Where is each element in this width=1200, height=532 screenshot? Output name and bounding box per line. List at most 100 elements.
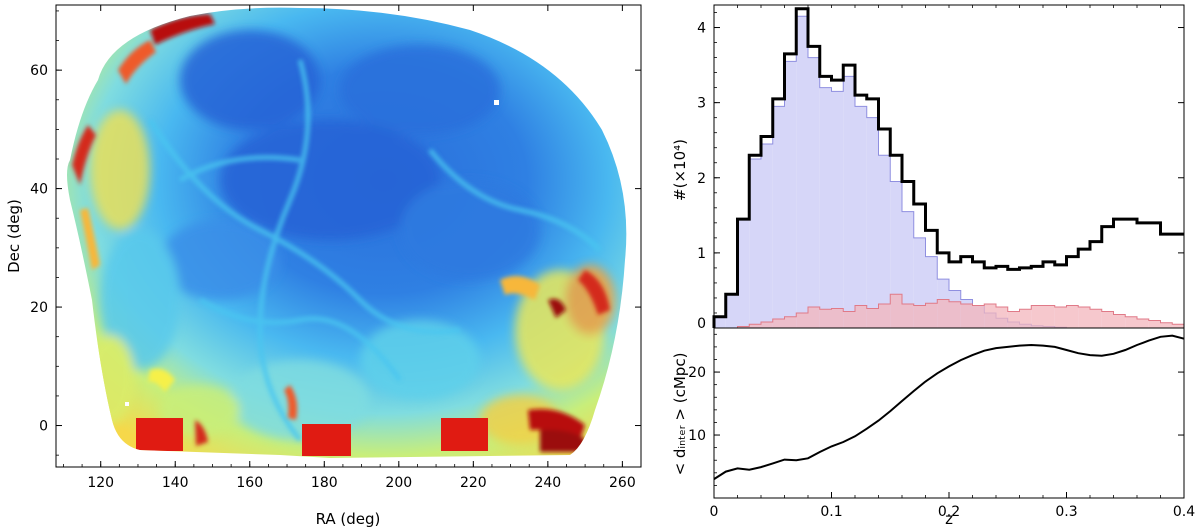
- blue-hist-bar: [902, 211, 914, 328]
- mean-separation-line: [713, 334, 1185, 480]
- blue-hist-bar: [890, 181, 902, 328]
- sky-map-x-axis: 120 140 160 180 200 220 240 260: [63, 5, 636, 491]
- blue-hist-bar: [843, 76, 855, 328]
- separation-panel: 0 0.1 0.2 0.3 0.4 10 20 z < dᵢₙₜₑᵣ > (cMpc): [671, 327, 1195, 528]
- red-hist-bar: [1090, 309, 1102, 328]
- red-hist-bar: [1007, 311, 1020, 328]
- sep-x-tick-label: 0.4: [1173, 504, 1195, 520]
- red-hist-bar: [996, 306, 1008, 328]
- sky-map-y-axis: 0 20 40 60: [30, 10, 641, 456]
- sky-y-tick-label: 0: [39, 419, 48, 435]
- density-heatmap: [67, 7, 627, 459]
- sky-x-tick-label: 140: [162, 475, 189, 491]
- red-hist-bar: [1043, 305, 1055, 328]
- sky-x-tick-label: 260: [609, 475, 636, 491]
- high-density-block-ra135: [136, 418, 183, 451]
- blue-hist-bar: [749, 158, 761, 328]
- red-hist-bar: [1019, 309, 1032, 328]
- sky-x-tick-label: 220: [460, 475, 487, 491]
- red-hist-bar: [890, 294, 902, 328]
- blue-hist-bar: [855, 106, 867, 328]
- sep-x-tick-label: 0.3: [1055, 504, 1077, 520]
- red-hist-bar: [1031, 305, 1043, 328]
- sky-y-tick-label: 20: [30, 300, 48, 316]
- sky-y-tick-label: 60: [30, 63, 48, 79]
- red-hist-bar: [855, 305, 867, 328]
- separation-y-label: < dᵢₙₜₑᵣ > (cMpc): [671, 353, 689, 476]
- histogram-panel: 0 1 2 3 4 #(×10⁴): [671, 4, 1185, 332]
- sky-map-x-label: RA (deg): [316, 510, 381, 528]
- sep-y-tick-label: 20: [688, 365, 706, 381]
- blue-hist-bar: [831, 91, 844, 328]
- hist-y-tick-label: 3: [697, 96, 706, 112]
- sky-x-tick-label: 240: [534, 475, 561, 491]
- sep-x-tick-label: 0: [710, 504, 719, 520]
- hist-y-tick-label: 0: [697, 316, 706, 332]
- hist-y-tick-label: 1: [697, 246, 706, 262]
- red-hist-bar: [749, 324, 761, 328]
- red-hist-bar: [913, 305, 926, 328]
- red-hist-bar: [843, 311, 855, 328]
- sky-map-y-label: Dec (deg): [5, 199, 23, 273]
- red-hist-bar: [984, 303, 996, 328]
- red-hist-bar: [960, 303, 973, 328]
- red-hist-bar: [808, 306, 820, 328]
- blue-hist-bar: [784, 61, 797, 328]
- red-hist-bar: [1125, 316, 1137, 328]
- hist-outline: [714, 293, 1184, 329]
- red-hist-bar: [1054, 306, 1067, 328]
- red-hist-bar: [1160, 322, 1173, 328]
- separation-curve: [713, 334, 1185, 480]
- blue-hist-bar: [819, 87, 832, 329]
- sky-map-panel: 120 140 160 180 200 220 240 260 0 20 40 60 RA (deg…: [5, 4, 642, 528]
- red-hist-bar: [784, 316, 797, 328]
- blue-hist-bar: [878, 155, 891, 328]
- blue-hist-bar: [913, 237, 926, 328]
- blue-hist-bar: [866, 117, 879, 329]
- red-hist-bar: [831, 308, 844, 328]
- red-hist-bar: [796, 312, 808, 328]
- hist-y-tick-label: 4: [697, 21, 706, 37]
- red-hist-bar: [925, 303, 938, 328]
- sky-x-tick-label: 160: [236, 475, 263, 491]
- sky-x-tick-label: 120: [87, 475, 114, 491]
- sky-x-tick-label: 180: [311, 475, 338, 491]
- red-hist-bar: [1148, 320, 1161, 328]
- red-hist-bar: [819, 309, 832, 328]
- sky-x-tick-label: 200: [385, 475, 412, 491]
- blue-hist-bar: [725, 294, 738, 328]
- red-hist-bar: [772, 318, 785, 328]
- red-hist-bar: [972, 305, 985, 328]
- red-hist-bar: [866, 308, 879, 328]
- red-hist-bar: [937, 299, 949, 328]
- blue-hist-bar: [796, 16, 808, 328]
- red-hist-bar: [1172, 324, 1184, 328]
- histogram-y-label: #(×10⁴): [671, 139, 689, 201]
- sky-y-tick-label: 40: [30, 182, 48, 198]
- blue-hist-bar: [737, 219, 750, 328]
- separation-x-label: z: [945, 510, 953, 528]
- histogram-y-axis: 0 1 2 3 4: [697, 5, 1185, 332]
- blue-hist-bar: [714, 316, 726, 328]
- red-hist-bar: [902, 303, 914, 328]
- red-hist-bar: [1078, 306, 1090, 328]
- red-hist-bar: [1113, 314, 1126, 328]
- histogram-bars: [712, 7, 1184, 329]
- red-hist-bar: [761, 321, 773, 328]
- red-hist-bar: [1101, 311, 1114, 328]
- sep-x-tick-label: 0.1: [820, 504, 842, 520]
- red-hist-bar: [1137, 318, 1149, 328]
- blue-hist-bar: [808, 57, 820, 329]
- red-hist-bar: [737, 326, 750, 328]
- blue-hist-bar: [761, 143, 773, 328]
- sep-x-tick-label: 0.2: [938, 504, 960, 520]
- high-density-block-ra217: [441, 418, 488, 451]
- separation-y-axis: 10 20: [688, 333, 1184, 486]
- separation-x-axis: 0 0.1 0.2 0.3 0.4: [710, 492, 1195, 520]
- high-density-block-ra180: [302, 424, 351, 456]
- sep-y-tick-label: 10: [688, 428, 706, 444]
- total-hist-step: [712, 7, 1184, 328]
- red-hist-bar: [949, 301, 961, 328]
- blue-hist-bar: [925, 256, 938, 328]
